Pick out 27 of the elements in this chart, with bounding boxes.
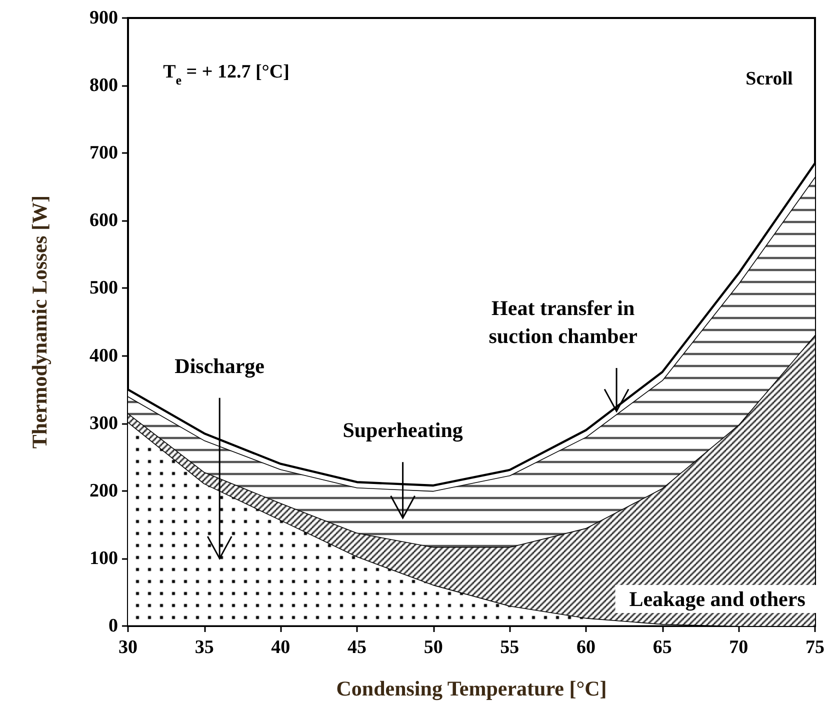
y-axis-title: Thermodynamic Losses [W] [28, 195, 52, 449]
series-label: Leakage and others [629, 586, 806, 611]
y-tick-label: 400 [90, 345, 118, 366]
y-tick-label: 200 [90, 480, 118, 502]
y-tick-label: 300 [90, 412, 118, 434]
y-tick-label: 800 [90, 75, 118, 96]
x-tick-label: 70 [729, 637, 748, 658]
x-tick-label: 65 [652, 637, 672, 658]
x-tick-label: 35 [194, 637, 214, 658]
y-tick-label: 0 [108, 616, 118, 636]
text: Discharge [174, 354, 265, 378]
x-tick-label: 40 [271, 637, 290, 658]
series-label: Superheating [342, 418, 464, 442]
x-tick-label: 50 [424, 637, 443, 658]
y-tick-label: 100 [90, 548, 118, 569]
y-tick-label: 700 [90, 142, 118, 164]
x-axis-title: Condensing Temperature [°C] [336, 676, 607, 700]
x-tick-label: 45 [348, 637, 366, 658]
x-tick-label: 75 [806, 637, 824, 658]
y-tick-label: 500 [90, 278, 118, 299]
annotation: Scroll [746, 68, 793, 90]
x-tick-label: 55 [500, 637, 520, 658]
y-tick-label: 600 [90, 210, 118, 232]
series-label: Heat transfer in suction chamber [488, 296, 638, 348]
x-tick-label: 60 [576, 637, 596, 658]
y-tick-label: 900 [90, 8, 118, 28]
x-tick-label: 30 [118, 637, 138, 658]
